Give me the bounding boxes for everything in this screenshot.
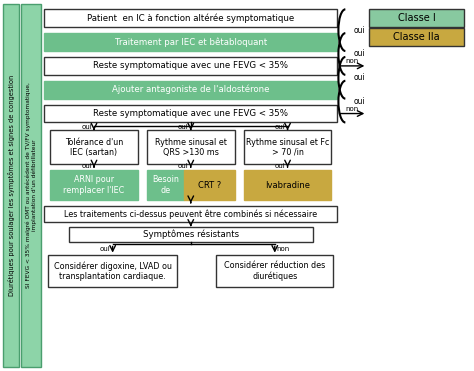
FancyBboxPatch shape xyxy=(50,170,138,200)
FancyBboxPatch shape xyxy=(244,170,331,200)
Text: Rythme sinusal et
QRS >130 ms: Rythme sinusal et QRS >130 ms xyxy=(155,138,227,157)
Text: Traitement par IEC et bêtabloquant: Traitement par IEC et bêtabloquant xyxy=(115,37,267,47)
Text: oui: oui xyxy=(353,73,365,82)
Text: non: non xyxy=(346,58,359,64)
Text: Reste symptomatique avec une FEVG < 35%: Reste symptomatique avec une FEVG < 35% xyxy=(93,109,288,118)
Text: Ajouter antagoniste de l'aldostérone: Ajouter antagoniste de l'aldostérone xyxy=(112,85,270,95)
FancyBboxPatch shape xyxy=(69,227,312,242)
Text: Ivabradine: Ivabradine xyxy=(265,181,310,190)
Text: SI FEVG < 35% malgré OMT ou antécédent de TV/FV symptomatique,
implantation d'un: SI FEVG < 35% malgré OMT ou antécédent d… xyxy=(25,83,37,288)
FancyBboxPatch shape xyxy=(369,28,464,46)
FancyBboxPatch shape xyxy=(369,9,464,27)
Text: oui: oui xyxy=(353,26,365,35)
FancyBboxPatch shape xyxy=(216,256,333,287)
Text: oui: oui xyxy=(178,163,189,169)
Text: ARNI pour
remplacer l'IEC: ARNI pour remplacer l'IEC xyxy=(64,175,125,195)
Text: Reste symptomatique avec une FEVG < 35%: Reste symptomatique avec une FEVG < 35% xyxy=(93,62,288,70)
FancyBboxPatch shape xyxy=(44,81,337,99)
Text: Tolérance d'un
IEC (sartan): Tolérance d'un IEC (sartan) xyxy=(65,138,123,157)
FancyBboxPatch shape xyxy=(44,33,337,51)
FancyBboxPatch shape xyxy=(48,256,177,287)
FancyBboxPatch shape xyxy=(44,206,337,222)
Text: Considérer digoxine, LVAD ou
transplantation cardiaque.: Considérer digoxine, LVAD ou transplanta… xyxy=(54,262,172,281)
Text: Diurétiques pour soulager les symptômes et signes de congestion: Diurétiques pour soulager les symptômes … xyxy=(8,75,15,296)
FancyBboxPatch shape xyxy=(3,4,19,367)
FancyBboxPatch shape xyxy=(21,4,41,367)
Text: Rythme sinusal et Fc
> 70 /in: Rythme sinusal et Fc > 70 /in xyxy=(246,138,329,157)
Text: Besoin
de: Besoin de xyxy=(152,175,179,195)
Text: oui: oui xyxy=(275,124,285,131)
Text: non: non xyxy=(346,106,359,112)
FancyBboxPatch shape xyxy=(147,131,235,164)
FancyBboxPatch shape xyxy=(184,170,235,200)
Text: Considérer réduction des
diurétiques: Considérer réduction des diurétiques xyxy=(224,261,326,281)
Text: Classe I: Classe I xyxy=(398,13,435,23)
Text: oui: oui xyxy=(100,246,110,252)
Text: oui: oui xyxy=(81,163,92,169)
Text: Symptômes résistants: Symptômes résistants xyxy=(143,229,239,239)
FancyBboxPatch shape xyxy=(44,57,337,75)
Text: oui: oui xyxy=(275,163,285,169)
FancyBboxPatch shape xyxy=(50,131,138,164)
FancyBboxPatch shape xyxy=(244,131,331,164)
Text: oui: oui xyxy=(353,49,365,59)
Text: Les traitements ci-dessus peuvent être combinés si nécessaire: Les traitements ci-dessus peuvent être c… xyxy=(64,209,317,219)
Text: oui: oui xyxy=(178,124,189,131)
Text: oui: oui xyxy=(353,97,365,106)
FancyBboxPatch shape xyxy=(147,170,184,200)
FancyBboxPatch shape xyxy=(44,9,337,27)
Text: Patient  en IC à fonction altérée symptomatique: Patient en IC à fonction altérée symptom… xyxy=(87,13,294,23)
FancyBboxPatch shape xyxy=(44,105,337,122)
Text: CRT ?: CRT ? xyxy=(198,181,221,190)
Text: non: non xyxy=(277,246,290,252)
Text: oui: oui xyxy=(81,124,92,131)
Text: Classe IIa: Classe IIa xyxy=(393,32,440,42)
